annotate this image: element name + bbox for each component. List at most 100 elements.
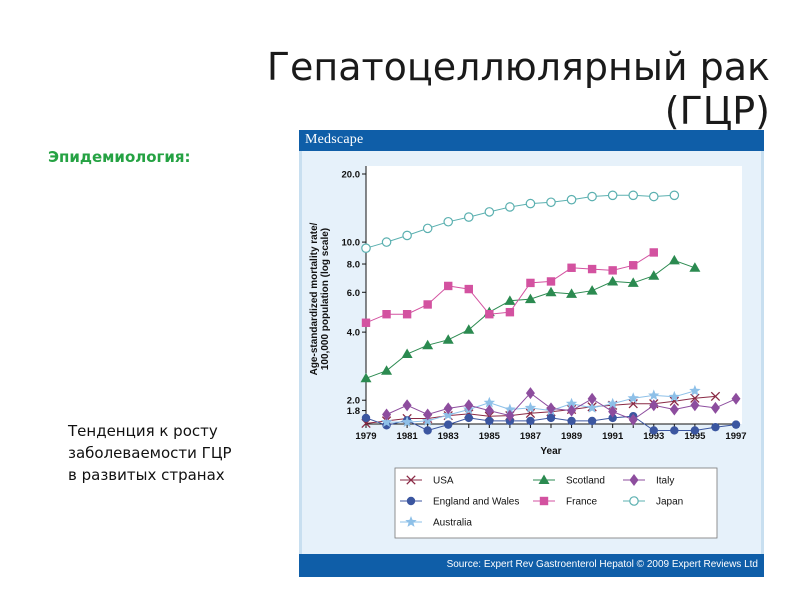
slide-subtitle: Эпидемиология: [48,148,191,166]
legend-marker-england-and-wales [406,496,416,506]
data-point-usa [669,396,679,406]
x-tick-label: 1995 [684,431,706,442]
data-point-australia [689,384,701,396]
data-point-italy [546,402,556,415]
series-line-australia [386,390,696,423]
data-point-italy [382,408,392,421]
data-point-scotland [401,348,413,359]
legend-label-england-and-wales: England and Wales [433,497,519,508]
data-point-japan [443,216,454,227]
legend-label-japan: Japan [656,497,683,508]
data-point-australia [627,392,639,404]
y-tick-label: 10.0 [342,238,361,249]
data-point-scotland [360,372,372,383]
data-point-japan [422,223,433,234]
series-england-and-wales [361,411,741,435]
data-point-italy [464,399,474,412]
series-italy [382,387,741,426]
data-point-england-and-wales [485,416,494,426]
data-point-france [526,278,535,288]
data-point-england-and-wales [567,416,576,426]
data-point-england-and-wales [731,420,741,429]
data-point-england-and-wales [711,422,720,432]
slide-title: Гепатоцеллюлярный рак (ГЦР) [266,45,770,133]
x-tick-label: 1983 [438,431,459,442]
data-point-scotland [566,288,578,298]
figure-source: Source: Expert Rev Gastroenterol Hepatol… [446,559,758,570]
x-tick-label: 1989 [561,431,582,442]
data-point-england-and-wales [670,426,679,435]
x-tick-label: 1993 [643,431,664,442]
data-point-italy [402,399,412,412]
data-point-england-and-wales [423,426,432,435]
data-point-japan [669,190,680,201]
data-point-france [423,300,432,309]
data-point-england-and-wales [444,420,453,429]
data-point-italy [587,392,597,405]
y-tick-label: 8.0 [347,260,360,271]
data-point-japan [607,190,618,201]
data-point-australia [668,390,681,402]
x-tick-label: 1997 [725,431,746,442]
y-axis-title-line2: 100,000 population (log scale) [320,228,331,370]
legend-label-italy: Italy [656,476,674,487]
data-point-france [546,277,556,286]
x-tick-label: 1979 [355,431,376,442]
data-point-japan [361,243,371,253]
data-point-usa [710,391,721,402]
data-point-france [567,263,576,272]
x-tick-label: 1987 [520,431,541,442]
data-point-italy [525,387,535,400]
data-point-japan [463,212,474,222]
legend-label-australia: Australia [433,518,472,529]
data-point-england-and-wales [546,413,556,423]
data-point-australia [606,397,619,409]
data-point-scotland [607,275,619,286]
data-point-australia [504,403,516,415]
x-tick-label: 1991 [602,431,624,442]
y-axis-title: Age-standardized mortality rate/ [309,222,320,375]
data-point-england-and-wales [526,416,535,426]
data-point-france [485,310,494,319]
data-point-italy [443,402,453,415]
series-line-usa [365,395,716,424]
data-point-france [464,284,473,294]
data-point-scotland [648,270,660,280]
data-point-scotland [504,295,516,305]
legend: USA Scotland Italy England and Wales France J… [394,467,718,539]
data-point-italy [628,413,638,426]
data-point-australia [401,416,413,427]
series-france [361,248,658,327]
data-point-france [587,264,597,274]
data-point-italy [649,399,659,412]
mortality-figure: Medscape 1979 1981 1983 1985 1987 1989 1991 199… [299,130,764,577]
legend-box [394,467,718,539]
data-point-scotland [586,285,598,295]
data-point-japan [525,198,536,209]
data-point-italy [690,399,700,412]
data-point-england-and-wales [608,413,617,423]
y-tick-label: 2.0 [347,396,360,407]
legend-marker-usa [406,475,416,485]
data-point-scotland [381,365,393,375]
series-japan [361,190,680,253]
legend-marker-scotland [538,474,550,484]
data-point-france [629,261,638,270]
data-point-australia [524,401,537,413]
data-point-italy [505,409,515,422]
data-point-usa [690,393,700,403]
data-point-scotland [524,293,536,304]
data-point-italy [669,403,679,416]
legend-label-scotland: Scotland [566,476,605,487]
figure-header: Medscape [299,130,764,151]
figure-footer: Source: Expert Rev Gastroenterol Hepatol… [299,554,764,577]
data-point-scotland [627,277,639,287]
data-point-australia [565,397,578,409]
medscape-logo: Medscape [305,132,364,147]
data-point-france [382,310,391,319]
data-point-japan [587,191,597,202]
data-point-england-and-wales [649,426,658,435]
legend-marker-japan [629,496,639,506]
legend-marker-italy [629,474,639,486]
data-point-france [649,248,658,257]
